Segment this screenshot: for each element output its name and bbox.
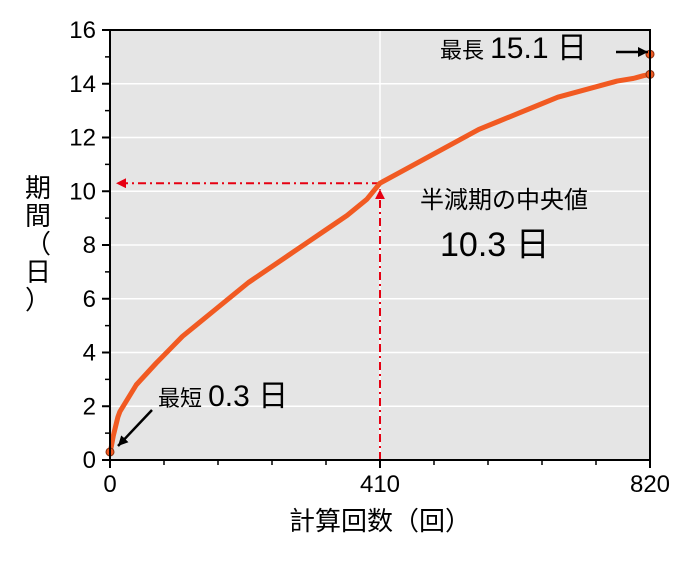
svg-text:0: 0	[83, 447, 96, 474]
svg-text:12: 12	[69, 125, 96, 152]
svg-text:）: ）	[25, 285, 51, 315]
svg-text:間: 間	[25, 201, 51, 231]
y-axis-label: 期間（日）	[25, 173, 51, 315]
svg-text:日: 日	[25, 257, 51, 287]
svg-text:期: 期	[25, 173, 51, 203]
svg-text:6: 6	[83, 286, 96, 313]
x-axis-label: 計算回数（回）	[289, 506, 471, 536]
svg-text:820: 820	[630, 471, 670, 498]
svg-text:14: 14	[69, 71, 96, 98]
svg-text:10.3 日: 10.3 日	[440, 226, 550, 264]
svg-text:半減期の中央値: 半減期の中央値	[420, 187, 588, 214]
svg-text:8: 8	[83, 232, 96, 259]
svg-text:0: 0	[103, 471, 116, 498]
chart-svg: 02468101214160410820計算回数（回）期間（日）最長 15.1 …	[0, 0, 700, 576]
svg-text:2: 2	[83, 393, 96, 420]
svg-text:16: 16	[69, 17, 96, 44]
chart-container: 02468101214160410820計算回数（回）期間（日）最長 15.1 …	[0, 0, 700, 576]
svg-text:410: 410	[360, 471, 400, 498]
svg-text:（: （	[25, 229, 51, 259]
svg-text:4: 4	[83, 340, 96, 367]
svg-text:10: 10	[69, 178, 96, 205]
